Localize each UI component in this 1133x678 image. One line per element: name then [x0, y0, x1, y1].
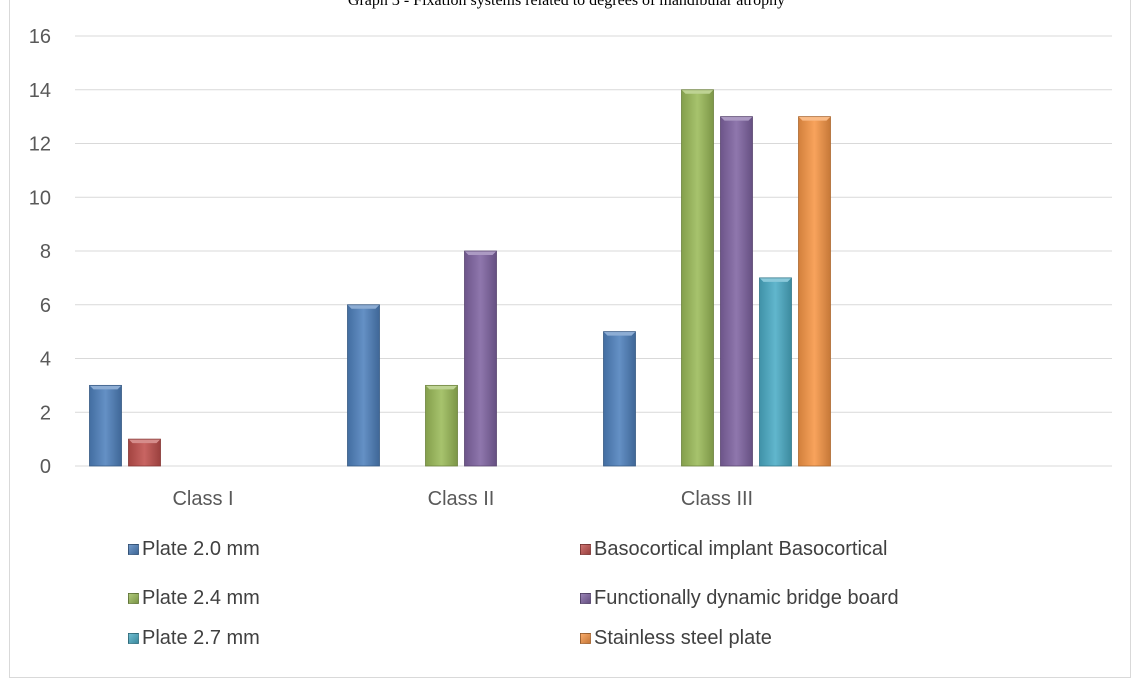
y-tick-label: 2	[40, 402, 51, 424]
y-tick-label: 16	[29, 26, 51, 48]
x-tick-label: Class II	[428, 488, 495, 510]
legend-swatch	[128, 593, 139, 604]
y-tick-label: 4	[40, 349, 51, 371]
bar	[464, 250, 497, 467]
chart-title: Graph 3 - Fixation systems related to de…	[347, 0, 786, 9]
bar	[798, 116, 831, 467]
legend-item: Stainless steel plate	[580, 627, 772, 650]
legend-item: Basocortical implant Basocortical	[580, 538, 887, 561]
y-tick-label: 0	[40, 456, 51, 478]
bar	[89, 384, 122, 467]
legend-label: Plate 2.7 mm	[142, 627, 260, 649]
legend-swatch	[580, 544, 591, 555]
legend-swatch	[128, 633, 139, 644]
y-tick-label: 10	[29, 187, 51, 209]
legend-swatch	[580, 593, 591, 604]
legend-item: Plate 2.4 mm	[128, 587, 260, 610]
legend-label: Stainless steel plate	[594, 627, 772, 649]
legend-item: Functionally dynamic bridge board	[580, 587, 899, 610]
x-tick-label: Class I	[172, 488, 233, 510]
legend-swatch	[128, 544, 139, 555]
bar	[425, 384, 458, 467]
legend-item: Plate 2.7 mm	[128, 627, 260, 650]
legend-label: Basocortical implant Basocortical	[594, 538, 888, 560]
y-tick-label: 12	[29, 134, 51, 156]
bar	[720, 116, 753, 467]
bar	[347, 304, 380, 467]
y-tick-label: 14	[29, 80, 51, 102]
gridlines	[75, 35, 1112, 467]
x-axis-tick-labels: Class I Class II Class III	[172, 488, 753, 510]
legend-label: Plate 2.0 mm	[142, 538, 260, 560]
bars	[89, 89, 831, 467]
x-tick-label: Class III	[681, 488, 753, 510]
legend-label: Plate 2.4 mm	[142, 587, 260, 609]
bar	[128, 438, 161, 467]
legend-item: Plate 2.0 mm	[128, 538, 260, 561]
legend-label: Functionally dynamic bridge board	[594, 587, 899, 609]
y-tick-label: 6	[40, 295, 51, 317]
bar	[681, 89, 714, 467]
y-axis-tick-labels: 0 2 4 6 8 10 12 14 16	[29, 26, 51, 478]
bar	[603, 331, 636, 467]
bar	[759, 277, 792, 467]
y-tick-label: 8	[40, 241, 51, 263]
legend-swatch	[580, 633, 591, 644]
chart-frame	[9, 0, 1131, 678]
